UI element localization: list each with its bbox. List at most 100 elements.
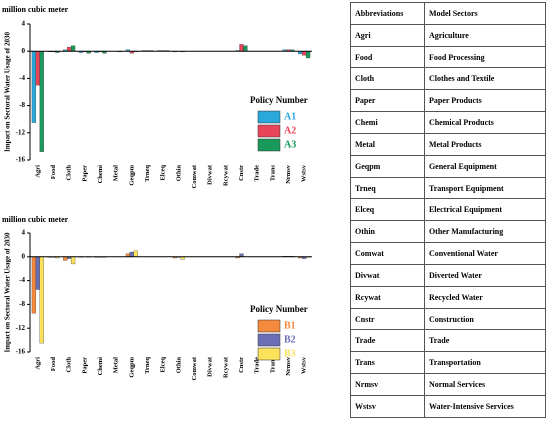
table-row: Cnstr Construction — [350, 307, 547, 331]
table-row: Chemi Chemical Products — [350, 111, 547, 134]
table-cell: Other Manufacturing — [423, 220, 547, 244]
table-cell: General Equipment — [423, 154, 547, 178]
y-tick-label: -16 — [16, 156, 26, 164]
table-cell: Comwat — [350, 242, 425, 265]
table-cell: Electrical Equipment — [423, 198, 547, 222]
x-tick-label: Agri — [34, 165, 41, 178]
bar — [133, 250, 138, 257]
table-cell: Transportation — [423, 351, 547, 375]
charts: million cubic meter Impact on Sectoral Wa… — [2, 5, 312, 380]
y-tick-label: -12 — [16, 128, 26, 136]
legend-title: Policy Number — [250, 95, 308, 105]
table-cell: Construction — [423, 307, 547, 331]
table-cell: Metal Products — [423, 132, 547, 156]
table-row: Nrmsv Normal Services — [350, 373, 547, 396]
y-axis-title: Impact on Sectoral Water Usage of 2030 — [4, 32, 12, 152]
y-tick-label: -4 — [19, 74, 25, 82]
x-tick-label: Wstsv — [301, 356, 308, 374]
bar — [31, 51, 37, 123]
x-tick-label: Othin — [175, 165, 182, 182]
x-tick-label: Agri — [34, 357, 41, 370]
table-cell: Rcywat — [350, 285, 425, 309]
table-row: Divwat Diverted Water — [350, 263, 547, 287]
table-cell: Paper Products — [423, 89, 547, 113]
x-tick-label: Trneq — [144, 357, 151, 374]
table-cell: Trade — [350, 329, 425, 353]
x-tick-label: Comwat — [191, 164, 198, 188]
table-row: Agri Agriculture — [350, 23, 547, 47]
table-cell: Nrmsv — [350, 373, 425, 396]
x-tick-label: Elceq — [160, 357, 167, 373]
table-row: Food Food Processing — [350, 45, 547, 69]
table-cell: Normal Services — [423, 373, 547, 396]
table-cell: Food — [350, 45, 425, 69]
y-tick-label: -12 — [16, 324, 26, 332]
table-cell: Abbreviations — [350, 2, 425, 25]
table-cell: Model Sectors — [423, 2, 547, 25]
table-cell: Divwat — [350, 263, 425, 287]
table-cell: Chemi — [350, 111, 425, 134]
bar — [39, 51, 44, 152]
legend-swatch — [257, 319, 281, 333]
legend-label: A3 — [284, 139, 296, 150]
table-cell: Metal — [350, 132, 425, 156]
bar — [302, 51, 307, 56]
table-row: Trade Trade — [350, 329, 547, 353]
legend-swatch — [257, 333, 281, 347]
y-tick-label: 0 — [22, 252, 26, 260]
legend-label: B2 — [284, 334, 296, 345]
table-cell: Recycled Water — [423, 285, 547, 309]
x-tick-label: Divwat — [207, 356, 214, 377]
y-axis-title: Impact on Sectoral Water Usage of 2030 — [4, 232, 12, 352]
bar — [67, 46, 72, 52]
table-header: Abbreviations Model Sectors — [350, 2, 547, 25]
unit-label: million cubic meter — [2, 5, 69, 14]
x-tick-label: Wstsv — [301, 164, 308, 182]
table-row: Comwat Conventional Water — [350, 242, 547, 265]
table-row: Paper Paper Products — [350, 89, 547, 113]
table-cell: Transport Equipment — [423, 176, 547, 200]
legend-label: A2 — [284, 125, 296, 136]
table-cell: Trneq — [350, 176, 425, 200]
y-tick-label: 4 — [22, 20, 26, 28]
legend-swatch — [257, 110, 281, 124]
table-row: Rcywat Recycled Water — [350, 285, 547, 309]
table-row: Wstsv Water-Intensive Services — [350, 394, 547, 419]
x-tick-label: Trans — [269, 357, 276, 374]
x-tick-label: Cloth — [66, 165, 73, 181]
x-tick-label: Trneq — [144, 165, 151, 182]
table-cell: Paper — [350, 89, 425, 113]
bar — [129, 251, 134, 257]
table-cell: Cnstr — [350, 307, 425, 331]
bar — [239, 44, 244, 52]
table-cell: Water-Intensive Services — [423, 394, 547, 419]
table-cell: Geqpm — [350, 154, 425, 178]
legend-swatch — [257, 347, 281, 361]
bar — [70, 45, 76, 52]
x-tick-label: Food — [50, 165, 57, 179]
y-tick-label: -16 — [16, 348, 26, 356]
bar — [70, 256, 76, 265]
bar — [243, 45, 248, 52]
table-cell: Cloth — [350, 67, 425, 91]
x-tick-label: Nrmsv — [285, 164, 292, 184]
table-cell: Othin — [350, 220, 425, 244]
x-tick-label: Metal — [113, 165, 120, 181]
y-tick-label: -4 — [19, 276, 25, 284]
table-cell: Agri — [350, 23, 425, 47]
legend-title: Policy Number — [250, 304, 308, 314]
legend-swatch — [257, 124, 281, 138]
x-tick-label: Chemi — [97, 165, 104, 184]
y-tick-label: 4 — [22, 229, 26, 237]
table-cell: Chemical Products — [423, 111, 547, 134]
x-tick-label: Trade — [254, 357, 261, 374]
x-tick-label: Cnstr — [238, 165, 245, 181]
x-tick-label: Rcywat — [222, 356, 229, 378]
table-row: Elceq Electrical Equipment — [350, 198, 547, 222]
x-tick-label: Chemi — [97, 357, 104, 376]
y-tick-label: -8 — [19, 101, 25, 109]
bar — [39, 256, 44, 344]
legend-label: B3 — [284, 348, 296, 359]
table-row: Othin Other Manufacturing — [350, 220, 547, 244]
